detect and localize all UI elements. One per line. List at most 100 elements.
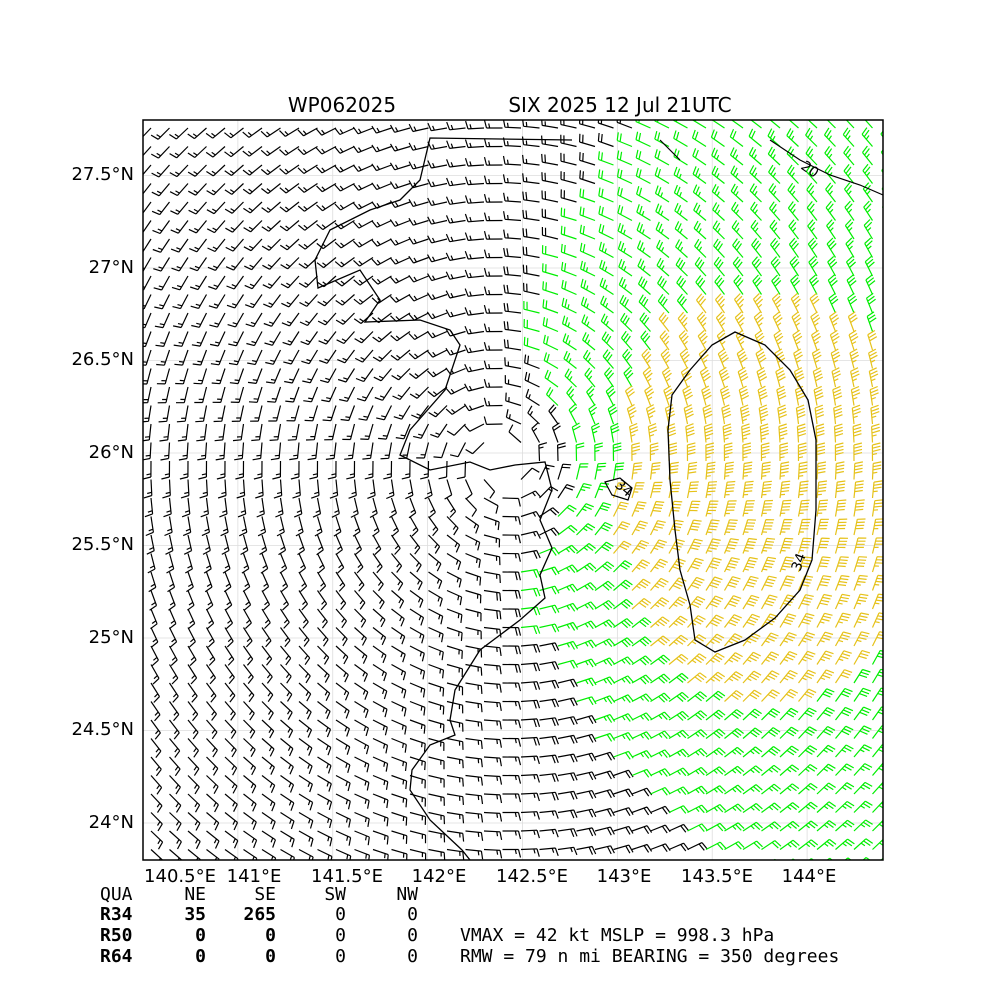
wind-barb (853, 838, 874, 850)
wind-barb (853, 744, 872, 758)
wind-barb (705, 595, 724, 610)
wind-barb (705, 785, 726, 795)
wind-barb (243, 682, 255, 703)
wind-barb (650, 616, 670, 628)
wind-barb (853, 631, 870, 647)
wind-barb (483, 571, 501, 584)
wind-barb (594, 619, 616, 629)
wind-barb (428, 774, 445, 788)
wind-barb (539, 642, 560, 652)
wind-barb (389, 200, 411, 208)
wind-barb (299, 294, 318, 307)
wind-barb (687, 785, 708, 795)
wind-barb (300, 331, 318, 346)
wind-barb (523, 282, 540, 296)
wind-barb (428, 830, 446, 843)
wind-barb (687, 729, 708, 739)
wind-barb (465, 682, 483, 694)
wind-barb (761, 689, 780, 702)
wind-barb (786, 146, 799, 166)
wind-barb (213, 405, 226, 423)
wind-barb (483, 793, 503, 804)
wind-barb (865, 274, 876, 295)
wind-barb (259, 534, 268, 556)
wind-barb (242, 590, 252, 611)
wind-barb (224, 719, 237, 739)
wind-barb (853, 518, 866, 536)
y-axis-ticks: 27.5°N 27°N 26.5°N 26°N 25.5°N 25°N 24.5… (71, 164, 134, 833)
wind-barb (253, 460, 263, 480)
wind-barb (334, 127, 355, 136)
wind-barb (408, 330, 429, 341)
wind-barb (463, 423, 485, 432)
wind-barb (316, 553, 326, 574)
wind-barb (317, 682, 331, 701)
wind-barb (624, 385, 635, 406)
wind-barb (280, 738, 294, 757)
wind-barb (340, 405, 356, 422)
wind-barb (695, 275, 707, 295)
wind-barb (779, 820, 800, 832)
wind-barb (354, 756, 370, 773)
contour-label-34-east: 34 (789, 551, 810, 573)
wind-barb (297, 201, 318, 212)
wind-barb (504, 357, 522, 370)
wind-barb (279, 127, 300, 137)
wind-barb (502, 811, 522, 821)
wind-barb (864, 120, 873, 129)
wind-barb (891, 632, 906, 647)
wind-barb (626, 403, 637, 425)
wind-barb (779, 688, 799, 702)
wind-barb (719, 385, 731, 406)
wind-barb (769, 219, 781, 240)
wind-barb (226, 294, 245, 309)
wind-barb (205, 127, 226, 139)
wind-barb (694, 256, 707, 277)
wind-barb (224, 701, 236, 721)
wind-barb (655, 221, 670, 240)
wind-barb (660, 348, 671, 369)
rmw-bearing-info: RMW = 79 n mi BEARING = 350 degrees (460, 946, 839, 967)
wind-barb (243, 738, 256, 757)
wind-barb (446, 516, 459, 536)
wind-barb (350, 497, 359, 518)
wind-barb (713, 256, 725, 277)
wind-barb (413, 423, 430, 439)
wind-barb (686, 557, 704, 573)
wind-barb (742, 613, 761, 628)
wind-barb (594, 676, 616, 686)
wind-barb (202, 534, 211, 555)
wind-barb (866, 311, 877, 332)
wind-barb (209, 331, 226, 347)
wind-barb (207, 257, 226, 271)
wind-barb (279, 164, 300, 175)
wind-barb (391, 737, 407, 753)
wind-barb (650, 673, 671, 684)
wind-barb (594, 807, 615, 817)
wind-barb (795, 404, 806, 425)
wind-barb (616, 132, 633, 148)
wind-barb (597, 151, 614, 166)
wind-barb (170, 220, 189, 234)
wind-barb (261, 590, 271, 611)
wind-barb (298, 811, 314, 829)
wind-barb (797, 631, 815, 647)
wind-barb (539, 698, 560, 708)
wind-barb (834, 518, 848, 536)
wind-barb (336, 331, 355, 345)
wind-barb (391, 756, 408, 771)
wind-barb (405, 479, 414, 500)
wind-barb (225, 220, 244, 233)
wind-barb (187, 701, 199, 722)
wind-barb (668, 786, 690, 795)
wind-barb (483, 552, 501, 566)
wind-barb (520, 587, 541, 597)
wind-barb (352, 201, 374, 210)
wind-barb (371, 144, 392, 153)
wind-barb (298, 645, 311, 666)
wind-barb (504, 375, 522, 388)
wind-barb (656, 239, 670, 258)
wind-barb (153, 275, 171, 291)
wind-barb (446, 682, 464, 696)
wind-barb (389, 256, 411, 265)
